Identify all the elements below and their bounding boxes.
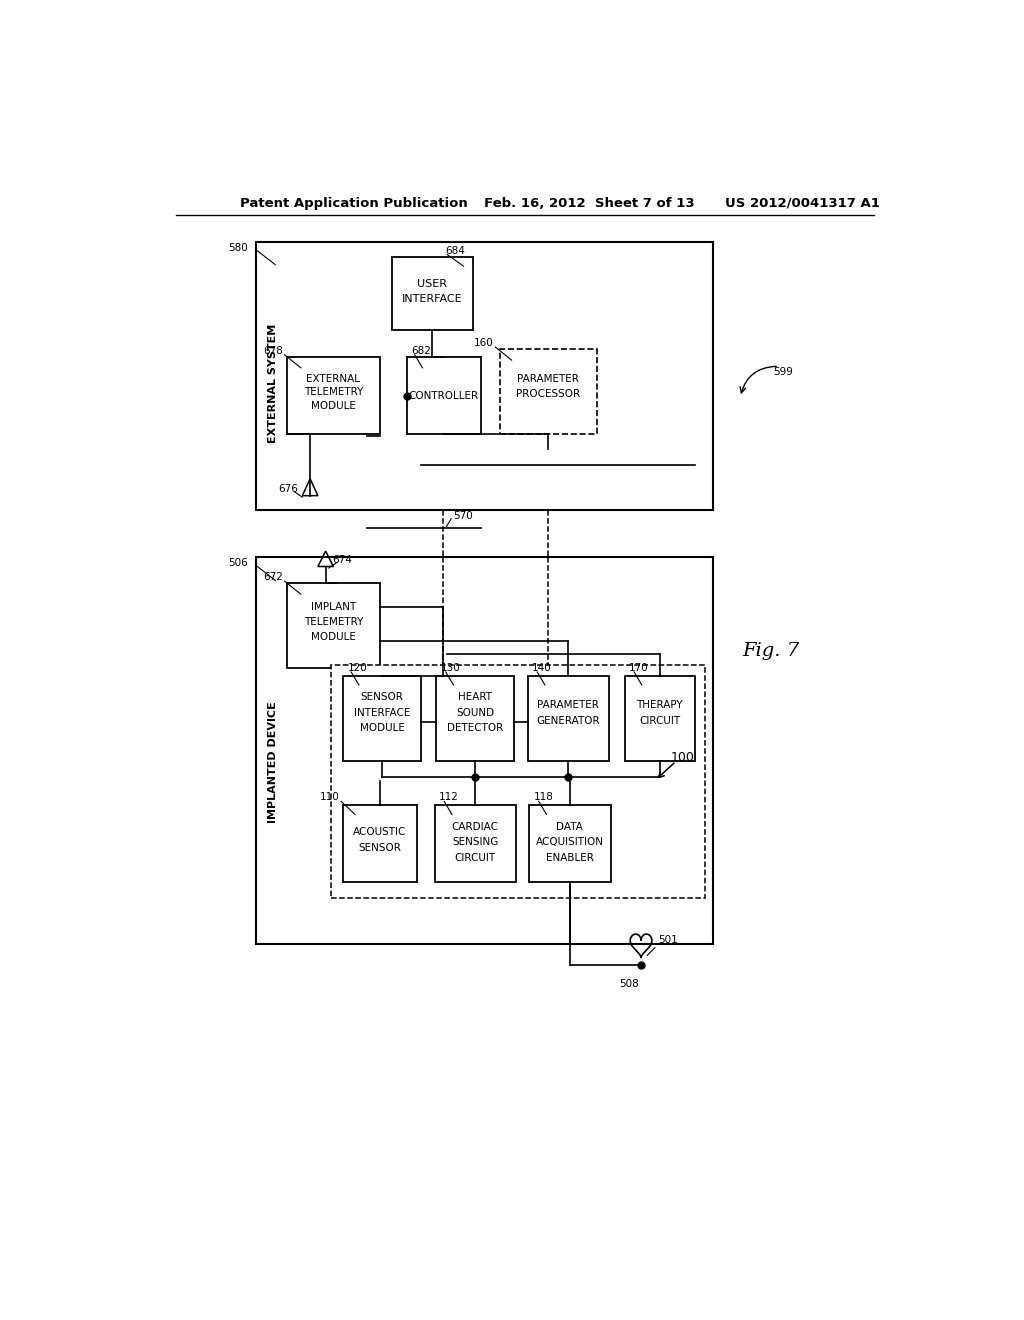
Text: SENSING: SENSING (452, 837, 499, 847)
Text: DATA: DATA (556, 822, 584, 832)
Text: 580: 580 (228, 243, 248, 252)
Text: CIRCUIT: CIRCUIT (639, 715, 680, 726)
Text: ACQUISITION: ACQUISITION (536, 837, 604, 847)
Text: PARAMETER: PARAMETER (538, 700, 599, 710)
Text: CIRCUIT: CIRCUIT (455, 853, 496, 862)
Bar (287, 583, 380, 668)
Text: PROCESSOR: PROCESSOR (516, 389, 581, 399)
Text: EXTERNAL SYSTEM: EXTERNAL SYSTEM (268, 323, 278, 444)
Text: Feb. 16, 2012  Sheet 7 of 13: Feb. 16, 2012 Sheet 7 of 13 (484, 197, 695, 210)
Bar (407, 358, 480, 434)
Text: 118: 118 (534, 792, 553, 803)
Text: INTERFACE: INTERFACE (354, 708, 411, 718)
Bar (287, 358, 380, 434)
Text: ENABLER: ENABLER (546, 853, 594, 862)
Text: SENSOR: SENSOR (358, 842, 401, 853)
Text: 160: 160 (474, 338, 494, 348)
Bar (529, 805, 611, 882)
Text: ACOUSTIC: ACOUSTIC (353, 828, 407, 837)
Text: SOUND: SOUND (456, 708, 495, 718)
Text: 140: 140 (531, 663, 552, 673)
Bar (500, 350, 597, 434)
Text: 110: 110 (319, 792, 340, 803)
Text: Patent Application Publication: Patent Application Publication (241, 197, 468, 210)
Text: MODULE: MODULE (359, 723, 404, 733)
Text: 506: 506 (228, 558, 248, 569)
Text: TELEMETRY: TELEMETRY (304, 616, 364, 627)
Bar (256, 242, 713, 510)
Bar (331, 665, 706, 898)
Bar (343, 676, 421, 760)
Text: Fig. 7: Fig. 7 (742, 643, 800, 660)
Text: IMPLANTED DEVICE: IMPLANTED DEVICE (268, 701, 278, 822)
Text: THERAPY: THERAPY (636, 700, 683, 710)
Text: PARAMETER: PARAMETER (517, 374, 579, 384)
Text: 100: 100 (670, 751, 694, 764)
Bar (391, 257, 473, 330)
Text: EXTERNAL: EXTERNAL (306, 374, 360, 384)
Text: INTERFACE: INTERFACE (401, 294, 462, 305)
Bar (435, 805, 516, 882)
Text: 170: 170 (629, 663, 648, 673)
Text: HEART: HEART (458, 693, 493, 702)
Text: 684: 684 (445, 246, 465, 256)
Bar (256, 557, 713, 944)
Text: 120: 120 (347, 663, 367, 673)
Text: 599: 599 (773, 367, 793, 378)
Text: MODULE: MODULE (311, 632, 355, 643)
Bar (436, 676, 514, 760)
Text: CARDIAC: CARDIAC (452, 822, 499, 832)
Bar (343, 805, 417, 882)
Text: 682: 682 (411, 346, 431, 356)
Text: SENSOR: SENSOR (360, 693, 403, 702)
Text: DETECTOR: DETECTOR (447, 723, 504, 733)
Text: USER: USER (417, 279, 446, 289)
Text: IMPLANT: IMPLANT (310, 602, 356, 611)
Text: 130: 130 (440, 663, 460, 673)
Text: 678: 678 (263, 346, 283, 356)
Text: GENERATOR: GENERATOR (537, 715, 600, 726)
Text: 508: 508 (620, 979, 639, 989)
Text: 672: 672 (263, 573, 283, 582)
Text: TELEMETRY: TELEMETRY (304, 388, 364, 397)
Text: 674: 674 (333, 556, 352, 565)
Text: 676: 676 (279, 484, 298, 495)
Bar (528, 676, 609, 760)
Text: 501: 501 (658, 935, 678, 945)
Text: CONTROLLER: CONTROLLER (409, 391, 478, 400)
Text: 112: 112 (438, 792, 459, 803)
Text: US 2012/0041317 A1: US 2012/0041317 A1 (725, 197, 880, 210)
Text: 570: 570 (453, 511, 472, 520)
Text: MODULE: MODULE (311, 401, 355, 412)
Bar (625, 676, 694, 760)
